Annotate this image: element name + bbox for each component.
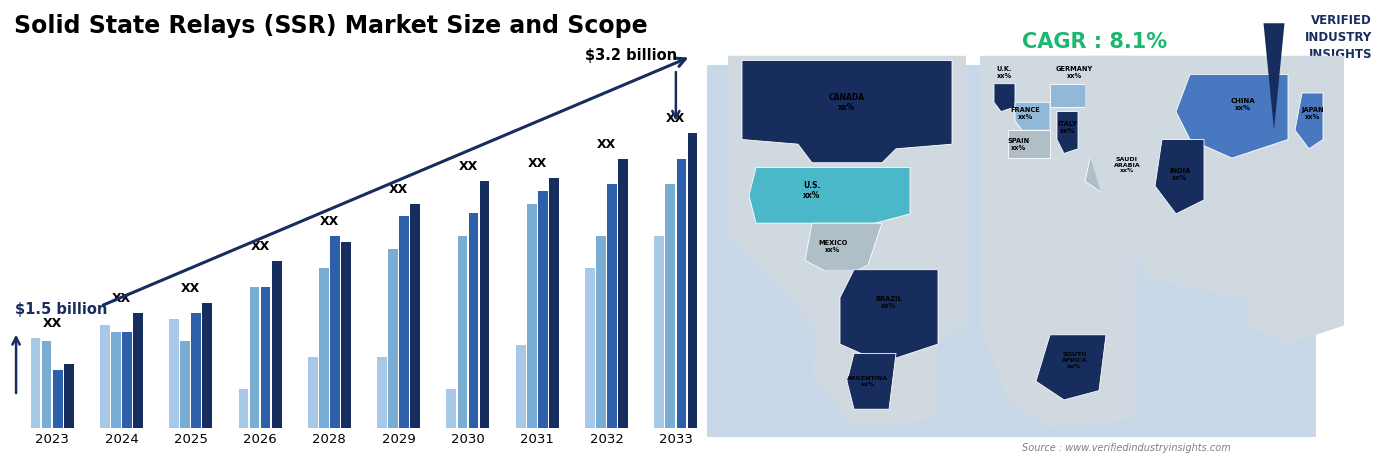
Text: U.K.
xx%: U.K. xx% (997, 66, 1012, 79)
Bar (181, 341, 190, 428)
Text: Solid State Relays (SSR) Market Size and Scope: Solid State Relays (SSR) Market Size and… (14, 14, 648, 38)
Bar (526, 204, 536, 428)
Bar (399, 217, 409, 428)
Polygon shape (1085, 56, 1344, 302)
Bar (388, 248, 398, 428)
Text: CAGR : 8.1%: CAGR : 8.1% (1022, 32, 1168, 52)
Polygon shape (742, 60, 952, 163)
Bar (342, 242, 351, 428)
Polygon shape (840, 270, 938, 363)
Bar (549, 178, 559, 428)
Bar (42, 341, 52, 428)
Polygon shape (728, 56, 966, 363)
Bar (260, 287, 270, 428)
Bar (538, 191, 547, 428)
Polygon shape (1246, 251, 1344, 344)
Bar (99, 326, 109, 428)
Bar (319, 268, 329, 428)
Polygon shape (1295, 93, 1323, 149)
Bar (53, 370, 63, 428)
Bar (608, 185, 617, 428)
Text: XX: XX (666, 112, 686, 125)
Bar (308, 358, 318, 428)
Text: VERIFIED
INDUSTRY
INSIGHTS: VERIFIED INDUSTRY INSIGHTS (1305, 14, 1372, 61)
Text: U.S.
xx%: U.S. xx% (804, 181, 820, 200)
Text: Source : www.verifiedindustryinsights.com: Source : www.verifiedindustryinsights.co… (1022, 443, 1231, 453)
Bar (596, 236, 606, 428)
Text: FRANCE
xx%: FRANCE xx% (1011, 107, 1040, 120)
Text: SAUDI
ARABIA
xx%: SAUDI ARABIA xx% (1113, 157, 1141, 173)
Bar (31, 338, 41, 428)
Text: $3.2 billion: $3.2 billion (585, 48, 676, 63)
Bar (665, 185, 675, 428)
Text: BRAZIL
xx%: BRAZIL xx% (875, 296, 903, 309)
Bar (447, 389, 456, 428)
Polygon shape (805, 223, 882, 279)
Text: XX: XX (251, 240, 270, 253)
Polygon shape (1057, 112, 1078, 153)
Bar (238, 389, 248, 428)
Polygon shape (812, 270, 938, 428)
Bar (330, 236, 340, 428)
Polygon shape (1008, 130, 1050, 158)
Text: GERMANY
xx%: GERMANY xx% (1056, 66, 1093, 79)
Bar (707, 65, 1316, 437)
Polygon shape (1085, 149, 1148, 195)
Bar (169, 319, 179, 428)
Text: XX: XX (319, 215, 339, 228)
Bar (469, 213, 479, 428)
Text: SOUTH
AFRICA
xx%: SOUTH AFRICA xx% (1061, 352, 1088, 369)
Text: CHINA
xx%: CHINA xx% (1231, 98, 1254, 111)
Bar (249, 287, 259, 428)
Bar (410, 204, 420, 428)
Text: CANADA
xx%: CANADA xx% (829, 93, 865, 112)
Polygon shape (994, 84, 1015, 112)
Bar (133, 312, 143, 428)
Text: SPAIN
xx%: SPAIN xx% (1008, 138, 1029, 151)
Text: XX: XX (112, 292, 132, 305)
Bar (458, 236, 468, 428)
Bar (122, 332, 132, 428)
Bar (687, 133, 697, 428)
Text: XX: XX (528, 157, 547, 170)
Bar (480, 181, 490, 428)
Text: JAPAN
xx%: JAPAN xx% (1301, 107, 1324, 120)
Bar (654, 236, 664, 428)
Polygon shape (847, 353, 896, 409)
Text: ITALY
xx%: ITALY xx% (1057, 121, 1078, 134)
Bar (203, 303, 213, 428)
Text: XX: XX (42, 317, 62, 330)
Text: XX: XX (458, 160, 477, 173)
Text: XX: XX (181, 282, 200, 295)
Text: MEXICO
xx%: MEXICO xx% (819, 240, 847, 253)
Text: XX: XX (389, 183, 409, 196)
Bar (111, 332, 120, 428)
Polygon shape (1176, 74, 1288, 158)
Text: $1.5 billion: $1.5 billion (15, 302, 108, 317)
Polygon shape (1263, 23, 1285, 130)
Bar (515, 345, 525, 428)
Polygon shape (1155, 140, 1204, 214)
Polygon shape (994, 167, 1134, 428)
Polygon shape (980, 56, 1134, 428)
Bar (676, 159, 686, 428)
Polygon shape (1036, 335, 1106, 400)
Polygon shape (749, 167, 910, 223)
Bar (64, 364, 74, 428)
Bar (619, 159, 629, 428)
Text: XX: XX (596, 138, 616, 151)
Bar (585, 268, 595, 428)
Bar (272, 261, 281, 428)
Polygon shape (1050, 84, 1085, 107)
Bar (192, 312, 202, 428)
Text: ARGENTINA
xx%: ARGENTINA xx% (847, 376, 889, 387)
Polygon shape (1015, 102, 1050, 130)
Bar (377, 358, 386, 428)
Text: INDIA
xx%: INDIA xx% (1169, 168, 1190, 181)
